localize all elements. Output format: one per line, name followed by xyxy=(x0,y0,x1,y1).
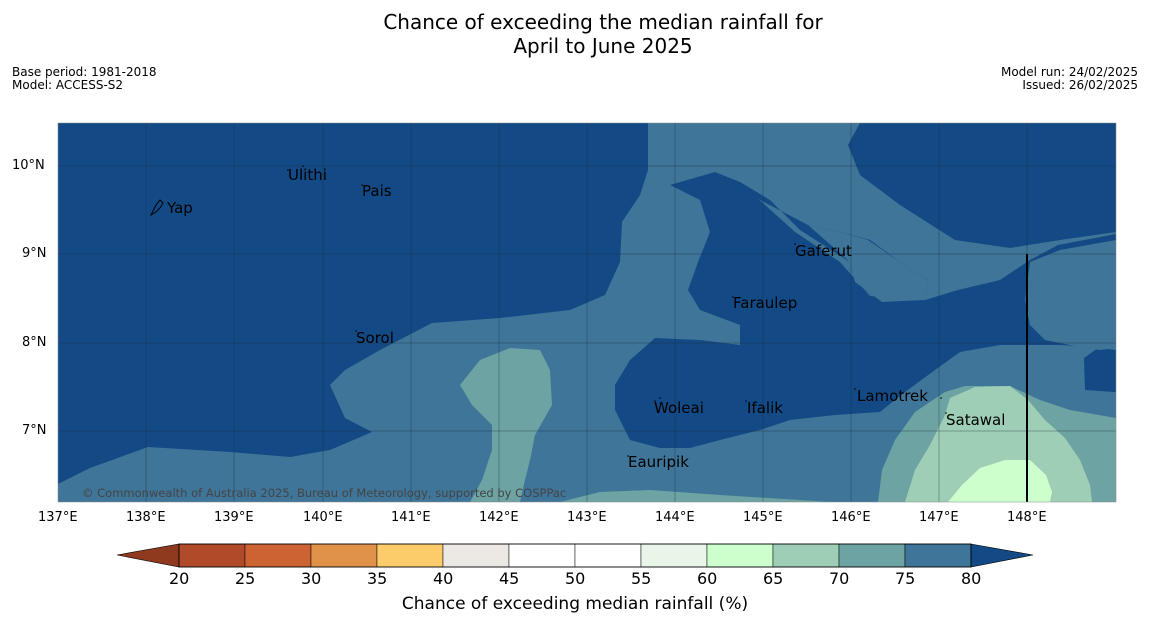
lon-label-144: 144°E xyxy=(655,510,695,525)
colorbar-above-arrow xyxy=(970,543,1034,568)
colorbar-bin-4 xyxy=(442,543,510,568)
colorbar-tick-80: 80 xyxy=(961,569,982,588)
colorbar-bin-9 xyxy=(772,543,840,568)
colorbar-tick-50: 50 xyxy=(565,569,586,588)
colorbar-title: Chance of exceeding median rainfall (%) xyxy=(401,594,749,614)
place-sorol: Sorol xyxy=(356,329,394,347)
colorbar-tick-45: 45 xyxy=(499,569,520,588)
colorbar-below-arrow xyxy=(116,543,180,568)
colorbar-tick-75: 75 xyxy=(895,569,916,588)
colorbar-tick-25: 25 xyxy=(235,569,256,588)
colorbar-bin-2 xyxy=(310,543,378,568)
colorbar-bin-10 xyxy=(838,543,906,568)
base-period: Base period: 1981-2018 xyxy=(12,65,157,79)
colorbar-tick-40: 40 xyxy=(433,569,454,588)
metadata-left: Base period: 1981-2018 Model: ACCESS-S2 xyxy=(12,66,157,92)
region-75-80-east-edge xyxy=(1025,240,1116,350)
colorbar-bin-6 xyxy=(574,543,642,568)
colorbar-bin-5 xyxy=(508,543,576,568)
lat-label-8n: 8°N xyxy=(22,335,47,350)
lat-label-7n: 7°N xyxy=(22,423,47,438)
place-eauripik: Eauripik xyxy=(628,453,689,471)
place-pais: Pais xyxy=(362,182,392,200)
issued-date: Issued: 26/02/2025 xyxy=(1022,78,1138,92)
model-run: Model run: 24/02/2025 xyxy=(1000,65,1138,79)
lon-label-143: 143°E xyxy=(567,510,607,525)
lon-label-145: 145°E xyxy=(743,510,783,525)
colorbar-tick-55: 55 xyxy=(631,569,652,588)
colorbar-tick-35: 35 xyxy=(367,569,388,588)
map-area xyxy=(58,123,1116,502)
place-yap: Yap xyxy=(167,199,193,217)
title-line-1: Chance of exceeding the median rainfall … xyxy=(383,10,823,34)
colorbar-tick-70: 70 xyxy=(829,569,850,588)
lon-label-137: 137°E xyxy=(38,510,78,525)
region-65-70 xyxy=(905,386,1092,502)
colorbar-bins xyxy=(178,543,972,568)
model-name: Model: ACCESS-S2 xyxy=(12,78,124,92)
region-above-80-right-blob xyxy=(1084,350,1116,392)
place-lamotrek: Lamotrek xyxy=(857,387,928,405)
lat-label-10n: 10°N xyxy=(12,158,45,173)
region-above-80-central xyxy=(615,172,1116,448)
map-title: Chance of exceeding the median rainfall … xyxy=(0,10,1150,58)
place-ifalik: Ifalik xyxy=(747,399,783,417)
lon-label-147: 147°E xyxy=(919,510,959,525)
place-ulithi: Ulithi xyxy=(288,166,327,184)
metadata-right: Model run: 24/02/2025 Issued: 26/02/2025 xyxy=(1001,66,1138,92)
colorbar-bin-11 xyxy=(904,543,972,568)
lon-label-146: 146°E xyxy=(831,510,871,525)
lon-label-148: 148°E xyxy=(1007,510,1047,525)
title-line-2: April to June 2025 xyxy=(513,34,693,58)
colorbar-bin-3 xyxy=(376,543,444,568)
region-70-75-west xyxy=(460,348,552,502)
colorbar xyxy=(116,543,1034,568)
colorbar-tick-65: 65 xyxy=(763,569,784,588)
colorbar-bin-1 xyxy=(244,543,312,568)
place-woleai: Woleai xyxy=(654,399,704,417)
colorbar-tick-60: 60 xyxy=(697,569,718,588)
map-frame xyxy=(57,122,1117,503)
colorbar-frame xyxy=(178,543,972,568)
lat-label-9n: 9°N xyxy=(22,246,47,261)
region-70-75-south xyxy=(560,490,830,502)
lon-label-138: 138°E xyxy=(126,510,166,525)
graticule xyxy=(58,123,1116,502)
yap-island-shape xyxy=(149,199,164,217)
island-dots xyxy=(287,165,947,457)
lon-label-140: 140°E xyxy=(303,510,343,525)
place-gaferut: Gaferut xyxy=(795,242,852,260)
colorbar-bin-0 xyxy=(178,543,246,568)
lon-label-139: 139°E xyxy=(214,510,254,525)
copyright-notice: © Commonwealth of Australia 2025, Bureau… xyxy=(82,486,567,500)
colorbar-tick-20: 20 xyxy=(169,569,190,588)
colorbar-tick-30: 30 xyxy=(301,569,322,588)
region-75-80-notch xyxy=(808,225,928,302)
lon-label-141: 141°E xyxy=(391,510,431,525)
colorbar-bin-8 xyxy=(706,543,774,568)
place-faraulep: Faraulep xyxy=(733,294,798,312)
colorbar-bin-7 xyxy=(640,543,708,568)
place-satawal: Satawal xyxy=(946,411,1006,429)
lon-label-142: 142°E xyxy=(479,510,519,525)
